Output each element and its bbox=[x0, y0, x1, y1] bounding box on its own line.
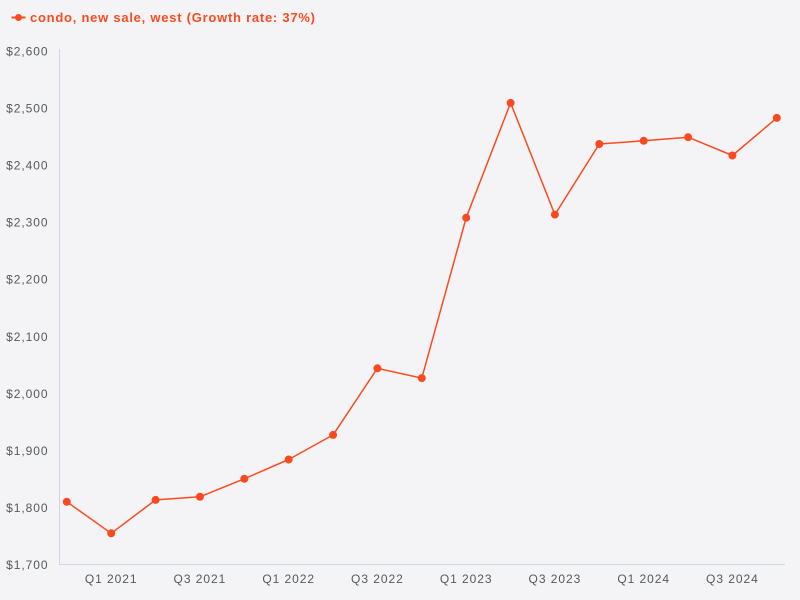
svg-text:$1,700: $1,700 bbox=[6, 558, 48, 572]
svg-text:$2,200: $2,200 bbox=[6, 273, 48, 287]
svg-text:Q1 2021: Q1 2021 bbox=[85, 572, 138, 586]
svg-text:Q1 2024: Q1 2024 bbox=[617, 572, 670, 586]
svg-text:Q3 2024: Q3 2024 bbox=[706, 572, 759, 586]
svg-text:$1,800: $1,800 bbox=[6, 501, 48, 515]
svg-text:Q1 2022: Q1 2022 bbox=[262, 572, 315, 586]
svg-text:$2,400: $2,400 bbox=[6, 159, 48, 173]
svg-text:condo, new sale, west (Growth: condo, new sale, west (Growth rate: 37%) bbox=[30, 10, 316, 25]
svg-text:$1,900: $1,900 bbox=[6, 444, 48, 458]
svg-text:Q3 2023: Q3 2023 bbox=[529, 572, 582, 586]
svg-text:Q3 2021: Q3 2021 bbox=[174, 572, 227, 586]
svg-text:Q1 2023: Q1 2023 bbox=[440, 572, 493, 586]
svg-text:Q3 2022: Q3 2022 bbox=[351, 572, 404, 586]
svg-text:$2,100: $2,100 bbox=[6, 330, 48, 344]
svg-text:$2,500: $2,500 bbox=[6, 101, 48, 115]
svg-text:$2,000: $2,000 bbox=[6, 387, 48, 401]
svg-text:$2,600: $2,600 bbox=[6, 44, 48, 58]
svg-text:$2,300: $2,300 bbox=[6, 216, 48, 230]
